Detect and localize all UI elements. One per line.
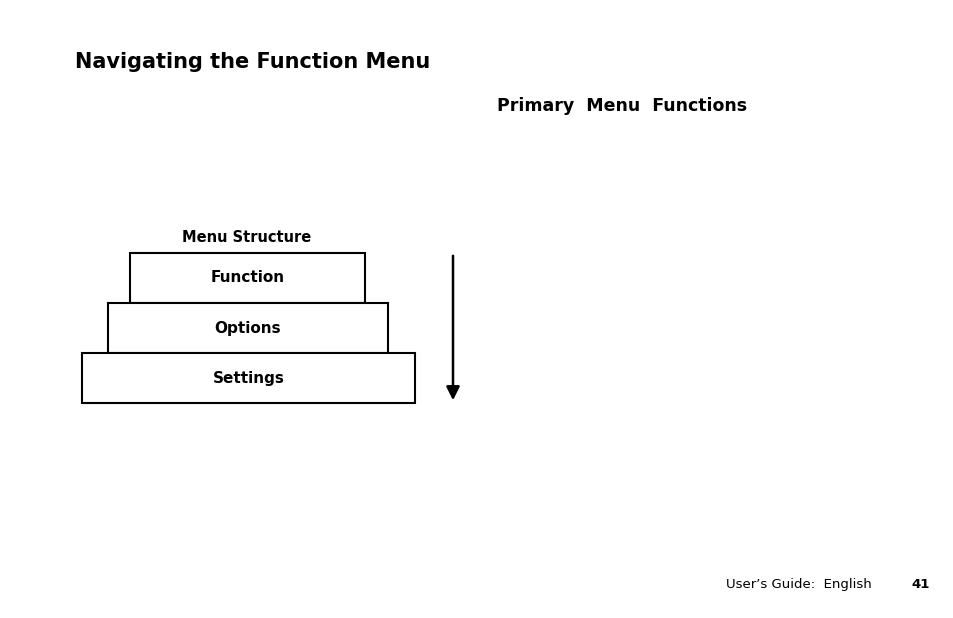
Text: Function: Function	[211, 271, 284, 286]
Text: Menu Structure: Menu Structure	[182, 230, 312, 245]
Text: Options: Options	[214, 321, 281, 336]
Bar	[82, 353, 415, 403]
Text: Primary  Menu  Functions: Primary Menu Functions	[497, 97, 746, 115]
Bar	[108, 303, 388, 353]
Text: Navigating the Function Menu: Navigating the Function Menu	[75, 52, 430, 72]
Text: User’s Guide:  English: User’s Guide: English	[725, 578, 871, 591]
Text: Settings: Settings	[213, 371, 284, 386]
Text: 41: 41	[910, 578, 928, 591]
Bar	[130, 253, 365, 303]
